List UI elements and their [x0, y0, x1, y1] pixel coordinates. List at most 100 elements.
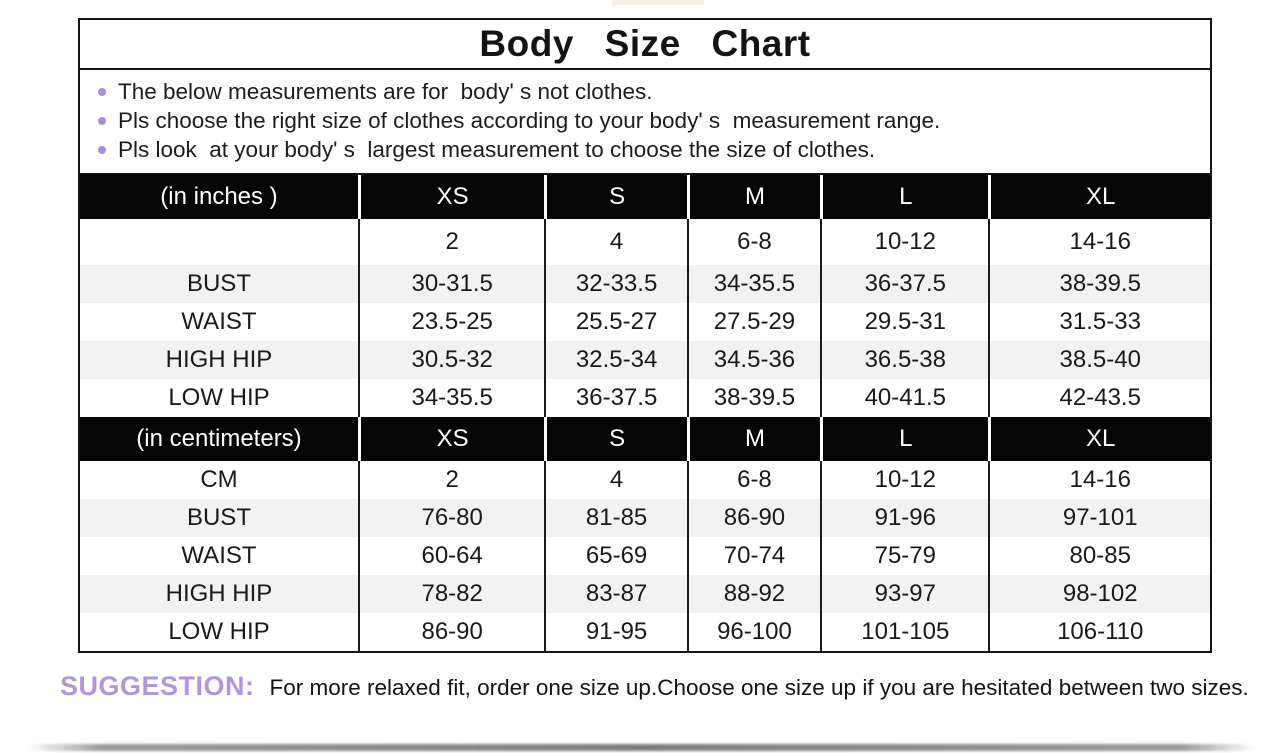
size-value-cell: 70-74 [686, 537, 821, 575]
row-label: HIGH HIP [80, 575, 358, 613]
size-value-cell: 93-97 [820, 575, 989, 613]
size-value-cell: 31.5-33 [988, 303, 1210, 341]
size-value-cell: 88-92 [686, 575, 821, 613]
size-value-cell: 6-8 [686, 461, 821, 499]
size-column-header: L [820, 417, 989, 461]
size-value-cell: 38-39.5 [988, 265, 1210, 303]
size-value-cell: 32.5-34 [544, 341, 687, 379]
unit-header-centimeters: (in centimeters) [80, 417, 358, 461]
size-column-header: M [686, 417, 821, 461]
note-line: Pls choose the right size of clothes acc… [95, 106, 1200, 135]
size-value-cell: 78-82 [357, 575, 545, 613]
row-label: LOW HIP [80, 613, 358, 651]
size-value-cell: 97-101 [988, 499, 1210, 537]
size-chart-panel: Body Size Chart The below measurements a… [78, 18, 1212, 653]
size-value-cell: 65-69 [544, 537, 687, 575]
size-value-cell: 34-35.5 [686, 265, 821, 303]
size-value-cell: 86-90 [686, 499, 821, 537]
row-label: WAIST [80, 303, 358, 341]
size-table: (in inches ) XS S M L XL 2 4 6-8 10-12 1… [80, 175, 1210, 651]
row-label: BUST [80, 265, 358, 303]
size-value-cell: 36-37.5 [820, 265, 989, 303]
size-value-cell: 4 [544, 461, 687, 499]
note-text: Pls look at your body' s largest measure… [118, 137, 876, 162]
size-value-cell: 14-16 [988, 461, 1210, 499]
size-value-cell: 60-64 [357, 537, 545, 575]
ring-bullet-icon [98, 116, 106, 125]
size-value-cell: 38-39.5 [686, 379, 821, 417]
bottom-shadow-divider [28, 744, 1255, 751]
note-text: The below measurements are for body' s n… [118, 79, 653, 104]
table-row: WAIST 60-64 65-69 70-74 75-79 80-85 [80, 537, 1210, 575]
row-label: BUST [80, 499, 358, 537]
size-column-header: S [544, 417, 687, 461]
unit-header-inches: (in inches ) [80, 175, 358, 219]
size-column-header: M [686, 175, 821, 219]
size-value-cell: 91-95 [544, 613, 687, 651]
size-value-cell: 2 [357, 219, 545, 265]
size-column-header: L [820, 175, 989, 219]
cm-header-row: (in centimeters) XS S M L XL [80, 417, 1210, 461]
row-label: WAIST [80, 537, 358, 575]
size-value-cell: 32-33.5 [544, 265, 687, 303]
size-value-cell: 30-31.5 [357, 265, 545, 303]
title-bar: Body Size Chart [80, 20, 1210, 70]
size-value-cell: 76-80 [357, 499, 545, 537]
note-line: The below measurements are for body' s n… [95, 77, 1200, 106]
note-text: Pls choose the right size of clothes acc… [118, 108, 941, 133]
table-row: LOW HIP 86-90 91-95 96-100 101-105 106-1… [80, 613, 1210, 651]
size-value-cell: 34-35.5 [357, 379, 545, 417]
table-row: BUST 76-80 81-85 86-90 91-96 97-101 [80, 499, 1210, 537]
size-value-cell: 101-105 [820, 613, 989, 651]
page-title: Body Size Chart [479, 23, 811, 64]
size-column-header: XS [357, 417, 545, 461]
size-value-cell: 38.5-40 [988, 341, 1210, 379]
size-value-cell: 106-110 [988, 613, 1210, 651]
suggestion-line: SUGGESTION: For more relaxed fit, order … [60, 671, 1260, 702]
table-row: CM 2 4 6-8 10-12 14-16 [80, 461, 1210, 499]
ring-bullet-icon [98, 145, 106, 154]
size-value-cell: 27.5-29 [686, 303, 821, 341]
size-value-cell: 25.5-27 [544, 303, 687, 341]
suggestion-text: For more relaxed fit, order one size up.… [269, 675, 1249, 700]
row-label [80, 219, 358, 265]
size-column-header: S [544, 175, 687, 219]
size-value-cell: 83-87 [544, 575, 687, 613]
table-row: WAIST 23.5-25 25.5-27 27.5-29 29.5-31 31… [80, 303, 1210, 341]
table-row: 2 4 6-8 10-12 14-16 [80, 219, 1210, 265]
size-value-cell: 40-41.5 [820, 379, 989, 417]
size-column-header: XL [988, 417, 1210, 461]
suggestion-label: SUGGESTION: [60, 671, 255, 701]
size-value-cell: 6-8 [686, 219, 821, 265]
ring-bullet-icon [98, 87, 106, 96]
size-value-cell: 4 [544, 219, 687, 265]
size-value-cell: 23.5-25 [357, 303, 545, 341]
size-column-header: XS [357, 175, 545, 219]
size-value-cell: 96-100 [686, 613, 821, 651]
size-value-cell: 91-96 [820, 499, 989, 537]
size-value-cell: 2 [357, 461, 545, 499]
table-row: HIGH HIP 78-82 83-87 88-92 93-97 98-102 [80, 575, 1210, 613]
size-column-header: XL [988, 175, 1210, 219]
size-value-cell: 29.5-31 [820, 303, 989, 341]
size-value-cell: 42-43.5 [988, 379, 1210, 417]
size-value-cell: 14-16 [988, 219, 1210, 265]
row-label: LOW HIP [80, 379, 358, 417]
size-value-cell: 98-102 [988, 575, 1210, 613]
size-value-cell: 75-79 [820, 537, 989, 575]
size-value-cell: 36.5-38 [820, 341, 989, 379]
table-row: LOW HIP 34-35.5 36-37.5 38-39.5 40-41.5 … [80, 379, 1210, 417]
size-value-cell: 80-85 [988, 537, 1210, 575]
size-value-cell: 86-90 [357, 613, 545, 651]
notes-section: The below measurements are for body' s n… [80, 70, 1210, 175]
size-value-cell: 36-37.5 [544, 379, 687, 417]
note-line: Pls look at your body' s largest measure… [95, 135, 1200, 164]
size-value-cell: 10-12 [820, 219, 989, 265]
size-value-cell: 10-12 [820, 461, 989, 499]
size-value-cell: 81-85 [544, 499, 687, 537]
size-value-cell: 34.5-36 [686, 341, 821, 379]
table-row: HIGH HIP 30.5-32 32.5-34 34.5-36 36.5-38… [80, 341, 1210, 379]
top-edge-artifact [612, 0, 704, 5]
row-label: CM [80, 461, 358, 499]
